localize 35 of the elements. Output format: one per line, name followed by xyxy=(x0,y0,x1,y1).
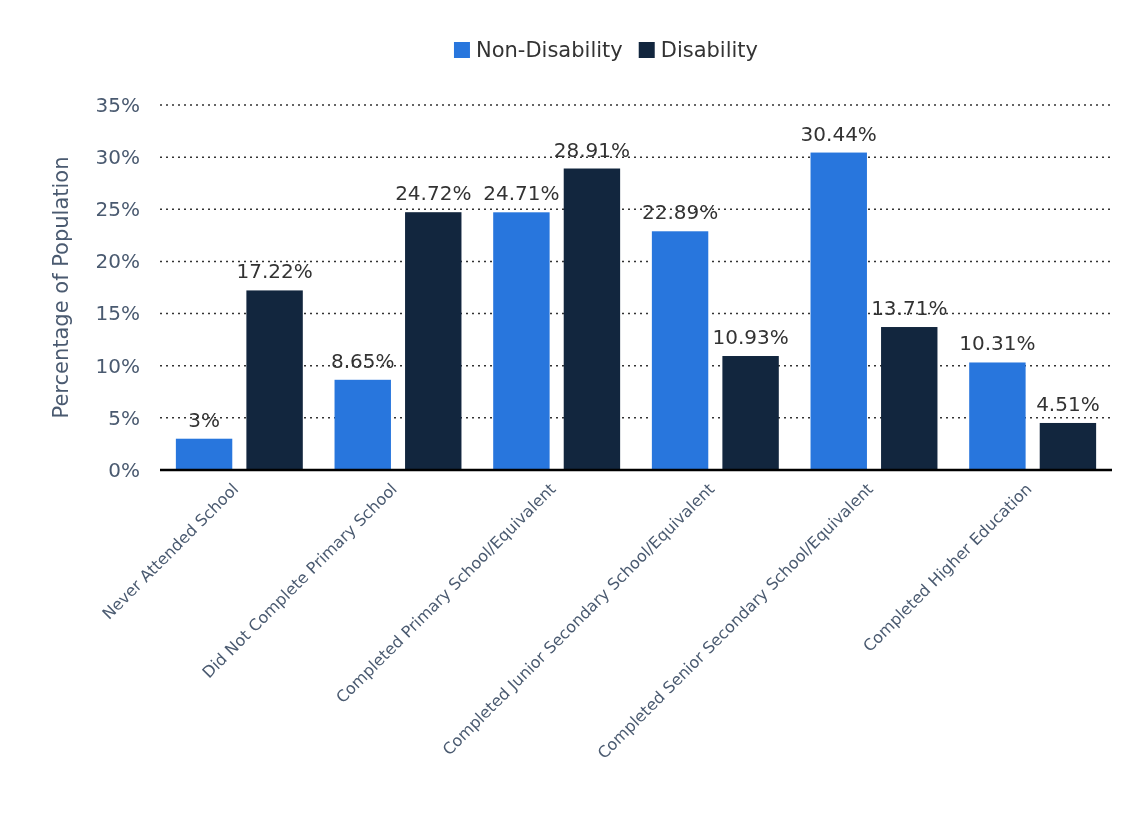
bar xyxy=(969,362,1026,470)
bar xyxy=(722,356,779,470)
legend-label: Non-Disability xyxy=(475,38,623,62)
y-axis-title: Percentage of Population xyxy=(49,156,73,419)
legend-label: Disability xyxy=(660,38,759,62)
bar xyxy=(881,327,938,470)
data-label: 4.51% xyxy=(1036,391,1100,416)
y-tick-label: 35% xyxy=(95,92,140,117)
bar xyxy=(175,438,233,470)
y-tick-label: 25% xyxy=(95,197,140,222)
y-tick-label: 10% xyxy=(95,353,140,378)
data-label: 22.89% xyxy=(641,200,719,225)
data-label: 30.44% xyxy=(800,121,877,146)
data-label: 24.72% xyxy=(395,181,472,206)
y-tick-label: 15% xyxy=(95,301,140,326)
data-label: 10.31% xyxy=(959,331,1036,356)
y-tick-label: 30% xyxy=(95,145,140,170)
bar xyxy=(334,379,391,470)
bar xyxy=(405,212,462,470)
bar xyxy=(651,231,709,470)
data-label: 24.71% xyxy=(483,181,560,206)
y-tick-label: 0% xyxy=(108,457,140,482)
y-tick-label: 20% xyxy=(95,249,140,274)
bar xyxy=(493,212,550,470)
data-label: 3% xyxy=(188,407,220,432)
data-label: 8.65% xyxy=(330,348,395,373)
data-label: 28.91% xyxy=(553,137,631,162)
data-label: 17.22% xyxy=(236,259,313,284)
bar xyxy=(246,290,303,470)
y-tick-label: 5% xyxy=(108,405,140,430)
data-label: 13.71% xyxy=(871,296,948,321)
bar xyxy=(810,152,867,470)
bar xyxy=(1039,422,1097,470)
data-label: 10.93% xyxy=(712,325,789,350)
bar xyxy=(563,168,621,470)
